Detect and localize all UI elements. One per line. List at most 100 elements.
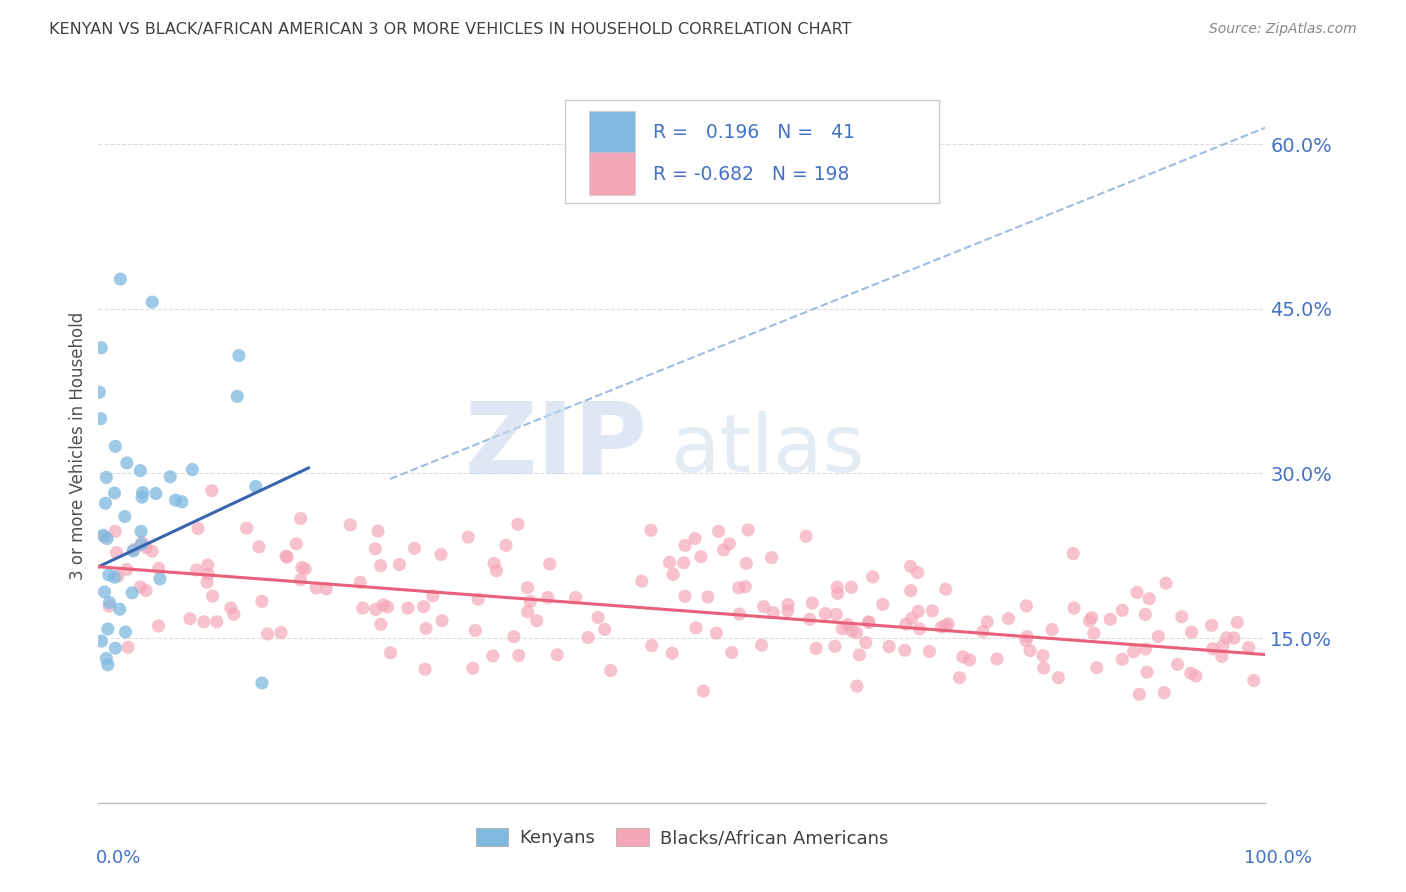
Point: [537, 591, 560, 605]
Point: [713, 543, 735, 558]
Point: [948, 671, 970, 685]
Point: [90, 411, 112, 425]
Point: [129, 580, 152, 594]
Point: [115, 456, 138, 470]
Point: [593, 623, 616, 637]
Point: [1185, 669, 1208, 683]
Point: [776, 604, 799, 618]
Point: [467, 592, 489, 607]
Point: [96, 470, 118, 484]
Point: [114, 509, 136, 524]
Point: [339, 517, 361, 532]
Point: [380, 646, 402, 660]
Point: [959, 653, 981, 667]
Point: [222, 607, 245, 622]
Point: [804, 641, 827, 656]
Point: [226, 389, 249, 403]
Y-axis label: 3 or more Vehicles in Household: 3 or more Vehicles in Household: [69, 312, 87, 580]
Point: [661, 646, 683, 660]
Point: [96, 651, 118, 665]
FancyBboxPatch shape: [589, 111, 636, 153]
Text: 100.0%: 100.0%: [1244, 849, 1312, 867]
Point: [841, 624, 863, 638]
Point: [1147, 630, 1170, 644]
Point: [827, 586, 849, 600]
Point: [1080, 610, 1102, 624]
Point: [508, 648, 530, 663]
Point: [1111, 603, 1133, 617]
Point: [900, 583, 922, 598]
Point: [104, 524, 127, 539]
Point: [662, 567, 685, 582]
Point: [761, 550, 783, 565]
Point: [290, 573, 312, 587]
Point: [516, 605, 538, 619]
Point: [1122, 645, 1144, 659]
Point: [683, 532, 706, 546]
Point: [107, 569, 129, 583]
Point: [370, 558, 392, 573]
Point: [1085, 661, 1108, 675]
Text: Source: ZipAtlas.com: Source: ZipAtlas.com: [1209, 22, 1357, 37]
Point: [986, 652, 1008, 666]
Point: [799, 612, 821, 626]
Point: [672, 556, 695, 570]
Point: [187, 521, 209, 535]
Text: KENYAN VS BLACK/AFRICAN AMERICAN 3 OR MORE VEHICLES IN HOUSEHOLD CORRELATION CHA: KENYAN VS BLACK/AFRICAN AMERICAN 3 OR MO…: [49, 22, 852, 37]
Point: [413, 662, 436, 676]
Point: [104, 439, 127, 453]
Point: [734, 580, 756, 594]
Point: [801, 596, 824, 610]
Point: [831, 622, 853, 636]
Point: [1171, 609, 1194, 624]
Point: [1032, 661, 1054, 675]
Point: [516, 581, 538, 595]
Point: [197, 558, 219, 573]
Point: [855, 635, 877, 649]
Point: [186, 563, 208, 577]
Point: [141, 544, 163, 558]
Point: [108, 602, 131, 616]
Point: [315, 582, 337, 596]
Point: [195, 575, 218, 590]
Point: [430, 548, 453, 562]
Point: [1032, 648, 1054, 663]
Point: [901, 611, 924, 625]
Point: [839, 580, 862, 594]
Point: [1180, 666, 1202, 681]
Point: [165, 493, 187, 508]
Point: [696, 590, 718, 604]
Point: [837, 617, 859, 632]
Point: [1126, 585, 1149, 599]
Point: [845, 679, 868, 693]
Point: [121, 586, 143, 600]
Point: [1019, 643, 1042, 657]
Point: [219, 601, 242, 615]
Point: [170, 495, 193, 509]
Point: [495, 538, 517, 552]
Point: [576, 631, 599, 645]
Point: [1017, 630, 1039, 644]
Point: [1063, 601, 1085, 615]
Point: [1215, 631, 1237, 645]
Point: [205, 615, 228, 629]
Point: [727, 581, 749, 595]
Point: [122, 544, 145, 558]
Point: [364, 602, 387, 616]
Point: [720, 645, 742, 659]
Point: [907, 566, 929, 580]
Point: [952, 649, 974, 664]
Point: [181, 462, 204, 476]
Point: [630, 574, 652, 589]
Point: [103, 570, 125, 584]
Point: [1040, 623, 1063, 637]
Point: [900, 559, 922, 574]
Point: [526, 614, 548, 628]
Point: [858, 615, 880, 629]
Point: [1078, 614, 1101, 628]
Point: [825, 580, 848, 594]
Point: [122, 542, 145, 557]
Point: [291, 560, 314, 574]
Point: [270, 625, 292, 640]
Point: [247, 540, 270, 554]
